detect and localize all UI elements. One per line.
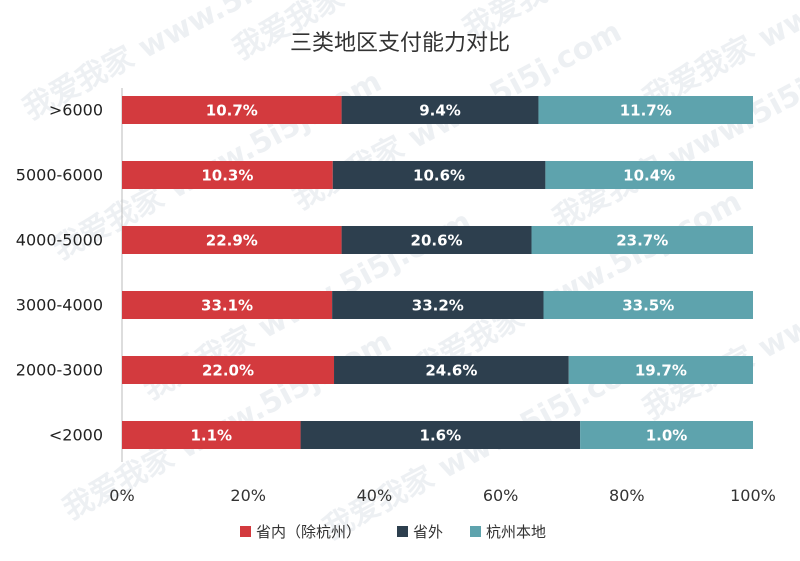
x-tick-label: 60% [483,486,519,505]
legend-swatch [470,526,481,537]
bar-data-label: 33.1% [201,297,253,315]
category-label: 5000-6000 [16,166,103,185]
bar-data-label: 10.7% [206,102,258,120]
bar-data-label: 23.7% [616,232,668,250]
bar-segment [334,356,569,384]
bar-segment [300,421,581,449]
bar-segment [341,96,539,124]
bar-data-label: 20.6% [411,232,463,250]
x-tick-label: 40% [357,486,393,505]
category-label: >6000 [49,101,103,120]
bar-data-label: 24.6% [425,362,477,380]
bar-data-label: 19.7% [635,362,687,380]
legend: 省内（除杭州） 省外 杭州本地 [240,523,546,541]
bar-segment [545,161,753,189]
bar-segment [122,356,335,384]
bar-segment [580,421,753,449]
category-label: 4000-5000 [16,231,103,250]
legend-label: 省内（除杭州） [256,523,361,541]
bar-data-label: 10.3% [201,167,253,185]
bar-segment [341,226,532,254]
bar-segment [538,96,753,124]
legend-label: 省外 [413,523,443,541]
bar-data-label: 10.4% [623,167,675,185]
bar-data-label: 22.0% [202,362,254,380]
x-axis-ticks: 0% 20% 40% 60% 80% 100% [109,486,776,505]
bar-segment [332,161,546,189]
bar-data-label: 10.6% [413,167,465,185]
bar-segment [531,226,753,254]
bar-data-label: 22.9% [206,232,258,250]
bar-data-label: 1.0% [646,427,688,445]
category-label: 3000-4000 [16,296,103,315]
category-label: 2000-3000 [16,361,103,380]
bar-data-label: 1.6% [420,427,462,445]
chart-title: 三类地区支付能力对比 [290,31,510,56]
x-tick-label: 80% [609,486,645,505]
x-tick-label: 20% [230,486,266,505]
bar-segment [122,421,301,449]
bar-data-label: 33.2% [412,297,464,315]
x-tick-label: 0% [109,486,134,505]
bar-segment [568,356,753,384]
bar-segment [122,96,342,124]
legend-label: 杭州本地 [486,523,546,541]
legend-swatch [397,526,408,537]
bar-segment [543,291,753,319]
bar-segment [122,161,333,189]
category-labels: >6000 5000-6000 4000-5000 3000-4000 2000-300… [16,101,103,445]
bar-data-label: 9.4% [419,102,461,120]
bar-segment [332,291,544,319]
bars-group: 10.7% 9.4% 11.7% 10.3% 10.6% 10.4% 22.9% 20.6% 2… [122,96,753,449]
category-label: <2000 [49,426,103,445]
bar-segment [122,226,342,254]
bar-data-label: 1.1% [190,427,232,445]
x-tick-label: 100% [730,486,776,505]
bar-segment [122,291,333,319]
legend-swatch [240,526,251,537]
bar-data-label: 11.7% [620,102,672,120]
bar-data-label: 33.5% [622,297,674,315]
